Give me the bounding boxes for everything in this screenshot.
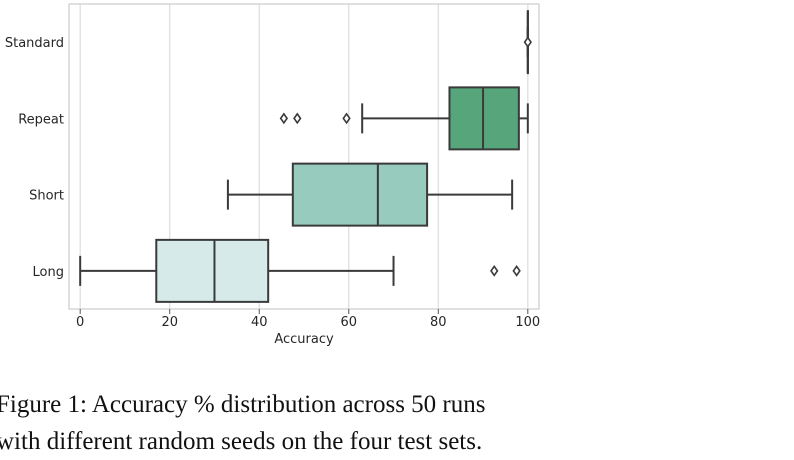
x-tick-label: 40 <box>251 315 268 330</box>
y-tick-label: Standard <box>5 36 64 51</box>
figure-caption: Figure 1: Accuracy % distribution across… <box>0 386 636 460</box>
box-repeat <box>281 87 528 149</box>
boxes <box>80 11 531 302</box>
outlier-point <box>525 38 531 47</box>
box-iqr <box>449 87 518 149</box>
box-plot-chart: 0 20 40 60 80 100 Standard Repeat Short Long Accu… <box>0 0 794 380</box>
x-tick-label: 100 <box>515 315 540 330</box>
outlier-point <box>513 266 519 275</box>
outlier-point <box>491 266 497 275</box>
y-tick-label: Short <box>29 189 64 204</box>
box-long <box>80 240 520 302</box>
y-tick-label: Repeat <box>18 112 64 127</box>
box-iqr <box>156 240 268 302</box>
x-tick-label: 20 <box>161 315 178 330</box>
y-tick-label: Long <box>33 265 64 280</box>
x-tick-label: 80 <box>430 315 447 330</box>
plot-frame <box>69 4 539 309</box>
outlier-point <box>281 114 287 123</box>
box-standard <box>525 11 531 73</box>
box-short <box>228 164 512 226</box>
caption-line-2: with different random seeds on the four … <box>0 423 636 460</box>
tick-labels: 0 20 40 60 80 100 Standard Repeat Short Long <box>5 36 540 330</box>
x-tick-label: 0 <box>76 315 84 330</box>
x-tick-label: 60 <box>340 315 357 330</box>
outlier-point <box>294 114 300 123</box>
grid-lines <box>80 4 528 309</box>
x-axis-label: Accuracy <box>274 332 334 347</box>
box-iqr <box>293 164 427 226</box>
caption-line-1: Figure 1: Accuracy % distribution across… <box>0 386 636 423</box>
